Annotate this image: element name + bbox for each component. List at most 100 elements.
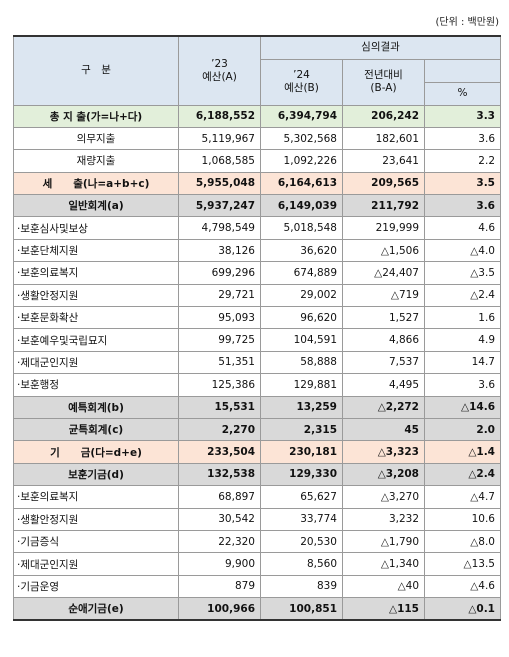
row-label: 균특회계(c) xyxy=(13,417,179,442)
cell: △14.6 xyxy=(424,395,501,419)
cell: 230,181 xyxy=(260,440,343,464)
table-row: 의무지출 5,119,967 5,302,568 182,601 3.6 xyxy=(13,126,501,151)
cell: 2,270 xyxy=(178,417,261,442)
cell: 233,504 xyxy=(178,440,261,464)
cell: △8.0 xyxy=(424,529,501,554)
row-label: ·생활안정지원 xyxy=(13,283,179,308)
table-body: 총 지 출(가=나+다) 6,188,552 6,394,794 206,242 3.3… xyxy=(13,104,501,622)
cell: △3.5 xyxy=(424,261,501,285)
cell: 104,591 xyxy=(260,328,343,352)
cell: 2.0 xyxy=(424,417,501,442)
cell: 96,620 xyxy=(260,306,343,330)
table-row: ·보훈단체지원 38,126 36,620 △1,506 △4.0 xyxy=(13,238,501,263)
table-row: 예특회계(b) 15,531 13,259 △2,272 △14.6 xyxy=(13,395,501,419)
row-label: ·보훈의료복지 xyxy=(13,261,179,285)
cell: 219,999 xyxy=(342,216,425,240)
cell: 51,351 xyxy=(178,350,261,375)
cell: 5,119,967 xyxy=(178,126,261,151)
cell: 125,386 xyxy=(178,373,261,397)
cell: 20,530 xyxy=(260,529,343,554)
cell: 2,315 xyxy=(260,417,343,442)
cell: 206,242 xyxy=(342,104,425,128)
row-label: ·보훈의료복지 xyxy=(13,485,179,509)
unit-note: (단위 : 백만원) xyxy=(435,17,499,28)
cell: 879 xyxy=(178,574,261,599)
cell: 6,188,552 xyxy=(178,104,261,128)
cell: 4,798,549 xyxy=(178,216,261,240)
cell: 29,002 xyxy=(260,283,343,308)
row-label: ·보훈행정 xyxy=(13,373,179,397)
cell: 68,897 xyxy=(178,485,261,509)
cell: 5,955,048 xyxy=(178,171,261,196)
cell: 1,092,226 xyxy=(260,149,343,173)
table-row: ·제대군인지원 51,351 58,888 7,537 14.7 xyxy=(13,350,501,375)
table-row: 일반회계(a) 5,937,247 6,149,039 211,792 3.6 xyxy=(13,194,501,218)
table-row: ·보훈문화확산 95,093 96,620 1,527 1.6 xyxy=(13,306,501,330)
cell: 8,560 xyxy=(260,552,343,576)
cell: 674,889 xyxy=(260,261,343,285)
cell: 3.6 xyxy=(424,194,501,218)
table-row: 보훈기금(d) 132,538 129,330 △3,208 △2.4 xyxy=(13,462,501,487)
row-label: 총 지 출(가=나+다) xyxy=(13,104,179,128)
cell: 3.5 xyxy=(424,171,501,196)
cell: △4.7 xyxy=(424,485,501,509)
cell: 14.7 xyxy=(424,350,501,375)
table-row: ·보훈예우및국립묘지 99,725 104,591 4,866 4.9 xyxy=(13,328,501,352)
cell: 33,774 xyxy=(260,507,343,531)
cell: 30,542 xyxy=(178,507,261,531)
cell: 15,531 xyxy=(178,395,261,419)
cell: △3,208 xyxy=(342,462,425,487)
table-row: 세 출(나=a+b+c) 5,955,048 6,164,613 209,565 3.5 xyxy=(13,171,501,196)
table-row: ·보훈행정 125,386 129,881 4,495 3.6 xyxy=(13,373,501,397)
cell: △115 xyxy=(342,597,425,622)
row-label: 예특회계(b) xyxy=(13,395,179,419)
budget-table: 구 분 ’23 예산(A) 심의결과 ’24 예산(B) 전년대비 (B-A) … xyxy=(13,35,501,622)
cell: 3.6 xyxy=(424,126,501,151)
cell: 6,149,039 xyxy=(260,194,343,218)
row-label: 기 금(다=d+e) xyxy=(13,440,179,464)
header-cell: ’24 예산(B) xyxy=(260,58,343,106)
cell: 65,627 xyxy=(260,485,343,509)
cell: 38,126 xyxy=(178,238,261,263)
cell: 10.6 xyxy=(424,507,501,531)
header-cell: % xyxy=(424,81,501,106)
cell: △4.0 xyxy=(424,238,501,263)
cell: 1,068,585 xyxy=(178,149,261,173)
cell: 4.6 xyxy=(424,216,501,240)
cell: 3.6 xyxy=(424,373,501,397)
cell: 129,881 xyxy=(260,373,343,397)
cell: 58,888 xyxy=(260,350,343,375)
cell: 4,495 xyxy=(342,373,425,397)
table-row: 순애기금(e) 100,966 100,851 △115 △0.1 xyxy=(13,597,501,622)
table-row: 기 금(다=d+e) 233,504 230,181 △3,323 △1.4 xyxy=(13,440,501,464)
table-row: ·기금증식 22,320 20,530 △1,790 △8.0 xyxy=(13,529,501,554)
cell: 3.3 xyxy=(424,104,501,128)
cell: 209,565 xyxy=(342,171,425,196)
header-cell: 구 분 xyxy=(13,35,179,106)
table-row: ·생활안정지원 29,721 29,002 △719 △2.4 xyxy=(13,283,501,308)
table-row: ·보훈의료복지 68,897 65,627 △3,270 △4.7 xyxy=(13,485,501,509)
cell: △40 xyxy=(342,574,425,599)
row-label: ·생활안정지원 xyxy=(13,507,179,531)
cell: 5,302,568 xyxy=(260,126,343,151)
cell: △1.4 xyxy=(424,440,501,464)
cell: △1,790 xyxy=(342,529,425,554)
cell: 211,792 xyxy=(342,194,425,218)
row-label: ·보훈문화확산 xyxy=(13,306,179,330)
cell: 182,601 xyxy=(342,126,425,151)
row-label: ·보훈단체지원 xyxy=(13,238,179,263)
table-row: ·보훈심사및보상 4,798,549 5,018,548 219,999 4.6 xyxy=(13,216,501,240)
cell: 4,866 xyxy=(342,328,425,352)
cell: △0.1 xyxy=(424,597,501,622)
cell: 132,538 xyxy=(178,462,261,487)
cell: 839 xyxy=(260,574,343,599)
cell: 4.9 xyxy=(424,328,501,352)
cell: △3,270 xyxy=(342,485,425,509)
row-label: 세 출(나=a+b+c) xyxy=(13,171,179,196)
header-cell xyxy=(424,58,501,83)
cell: △4.6 xyxy=(424,574,501,599)
cell: △1,506 xyxy=(342,238,425,263)
cell: 95,093 xyxy=(178,306,261,330)
row-label: ·제대군인지원 xyxy=(13,350,179,375)
